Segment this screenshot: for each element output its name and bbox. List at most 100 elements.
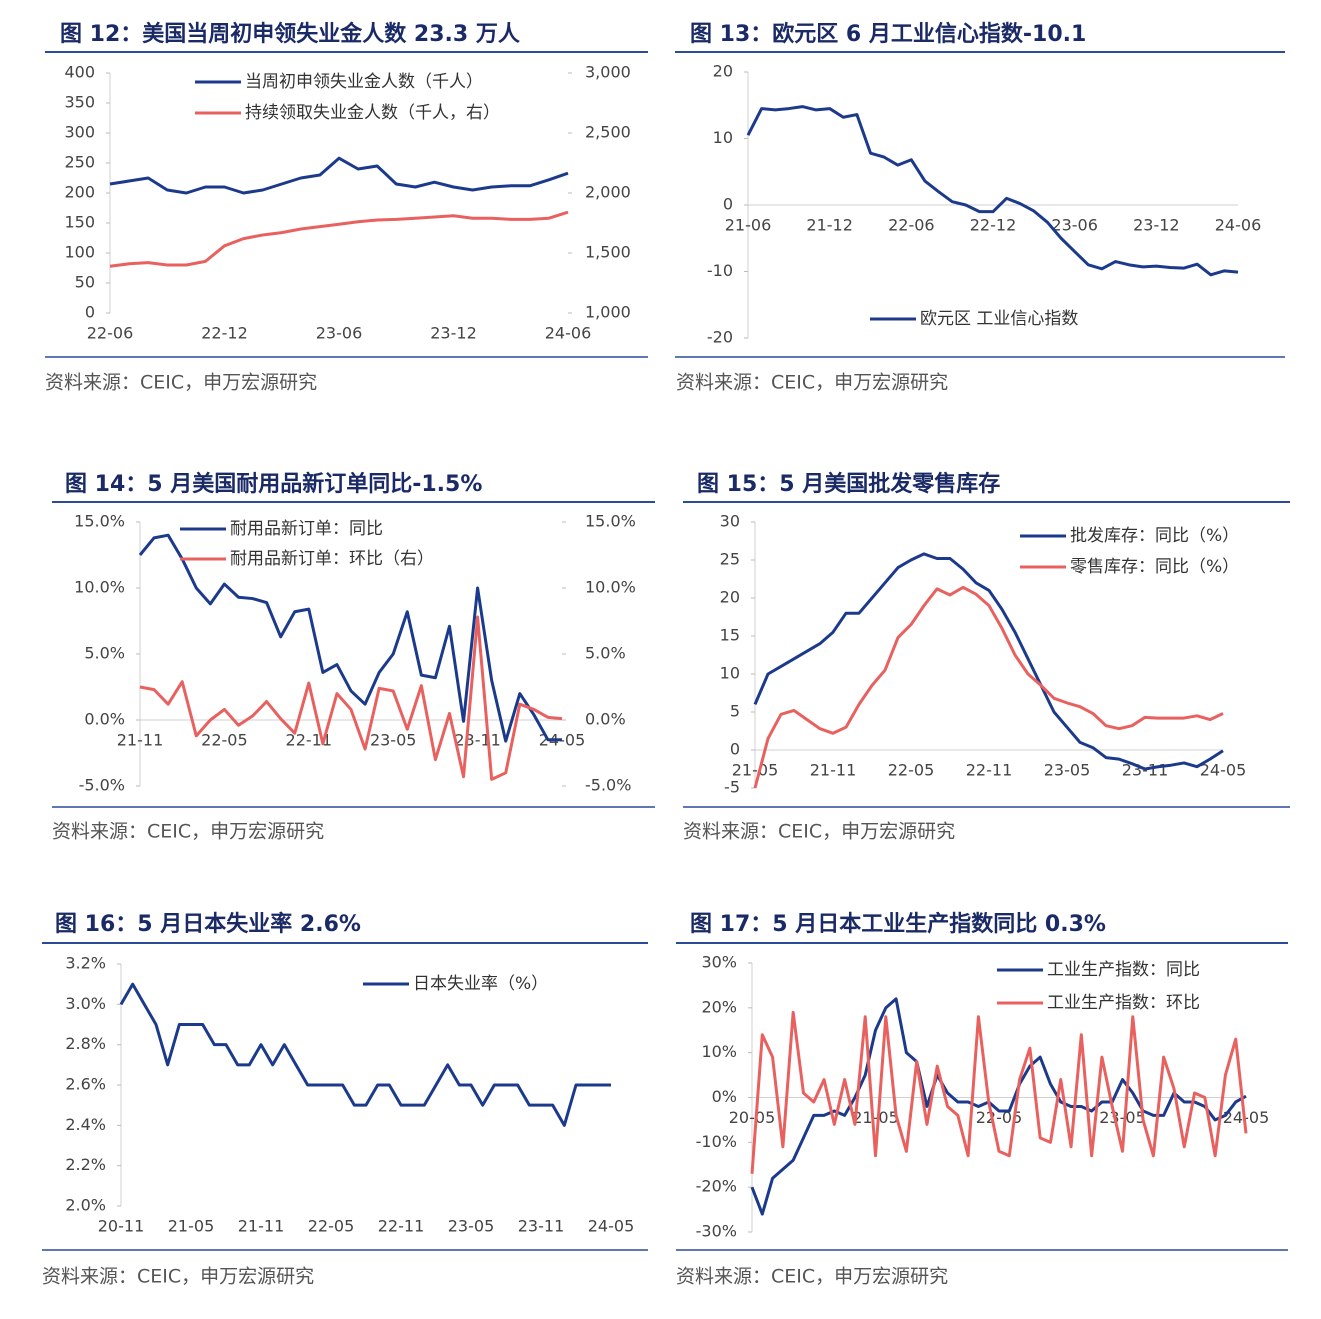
x-tick-label: 22-12 bbox=[201, 324, 248, 343]
y-tick-label: 100 bbox=[64, 243, 95, 262]
y2-tick-label: 1,000 bbox=[585, 303, 631, 322]
y2-tick-label: -5.0% bbox=[585, 776, 631, 795]
y-tick-label: 2.2% bbox=[65, 1155, 106, 1174]
chart-title: 图 16：5 月日本失业率 2.6% bbox=[55, 911, 361, 937]
series-line bbox=[750, 997, 1247, 1216]
x-tick-label: 22-05 bbox=[308, 1217, 355, 1236]
source-note: 资料来源：CEIC，申万宏源研究 bbox=[52, 821, 324, 843]
y-tick-label: 20 bbox=[713, 62, 733, 81]
y-tick-label: 0.0% bbox=[84, 710, 125, 729]
x-tick-label: 21-11 bbox=[117, 731, 164, 750]
y-tick-label: 50 bbox=[75, 273, 95, 292]
y-tick-label: -5 bbox=[724, 778, 740, 797]
y-tick-label: 350 bbox=[64, 93, 95, 112]
x-tick-label: 24-05 bbox=[1200, 761, 1247, 780]
series-line bbox=[119, 982, 611, 1127]
y-tick-label: 300 bbox=[64, 123, 95, 142]
x-tick-label: 24-05 bbox=[1223, 1108, 1270, 1127]
y2-tick-label: 15.0% bbox=[585, 512, 636, 531]
series-line bbox=[750, 1010, 1248, 1174]
y-tick-label: 3.2% bbox=[65, 954, 106, 973]
legend-label: 耐用品新订单：环比（右） bbox=[230, 549, 434, 569]
y-tick-label: 30 bbox=[720, 512, 740, 531]
x-tick-label: 21-11 bbox=[810, 761, 857, 780]
y-tick-label: 3.0% bbox=[65, 994, 106, 1013]
y-tick-label: 0 bbox=[723, 195, 733, 214]
y-tick-label: 2.6% bbox=[65, 1075, 106, 1094]
series-line bbox=[746, 105, 1239, 277]
chart-title: 图 17：5 月日本工业生产指数同比 0.3% bbox=[690, 911, 1106, 937]
y-tick-label: -10% bbox=[696, 1132, 737, 1151]
series-line bbox=[139, 615, 563, 781]
chart-title: 图 15：5 月美国批发零售库存 bbox=[697, 471, 1000, 497]
y-tick-label: -30% bbox=[696, 1222, 737, 1241]
y-tick-label: 10 bbox=[720, 664, 740, 683]
source-note: 资料来源：CEIC，申万宏源研究 bbox=[42, 1266, 314, 1288]
y2-tick-label: 1,500 bbox=[585, 243, 631, 262]
y-tick-label: 0% bbox=[712, 1087, 737, 1106]
legend-label: 工业生产指数：同比 bbox=[1047, 960, 1200, 980]
x-tick-label: 21-05 bbox=[168, 1217, 215, 1236]
source-note: 资料来源：CEIC，申万宏源研究 bbox=[45, 372, 317, 394]
x-tick-label: 24-06 bbox=[545, 324, 592, 343]
source-note: 资料来源：CEIC，申万宏源研究 bbox=[676, 372, 948, 394]
y-tick-label: 20 bbox=[720, 588, 740, 607]
y-tick-label: 0 bbox=[730, 740, 740, 759]
chart-title: 图 14：5 月美国耐用品新订单同比-1.5% bbox=[65, 471, 482, 497]
legend-label: 持续领取失业金人数（千人，右） bbox=[245, 103, 500, 123]
x-tick-label: 22-11 bbox=[966, 761, 1013, 780]
y-tick-label: 200 bbox=[64, 183, 95, 202]
y-tick-label: 2.8% bbox=[65, 1034, 106, 1053]
y-tick-label: -20 bbox=[707, 328, 733, 347]
x-tick-label: 23-06 bbox=[1051, 216, 1098, 235]
x-tick-label: 23-11 bbox=[518, 1217, 565, 1236]
legend-label: 当周初申领失业金人数（千人） bbox=[245, 72, 483, 92]
y-tick-label: 0 bbox=[85, 303, 95, 322]
x-tick-label: 22-06 bbox=[87, 324, 134, 343]
y2-tick-label: 10.0% bbox=[585, 578, 636, 597]
x-tick-label: 22-12 bbox=[970, 216, 1017, 235]
y2-tick-label: 2,500 bbox=[585, 123, 631, 142]
x-tick-label: 24-05 bbox=[588, 1217, 635, 1236]
y2-tick-label: 3,000 bbox=[585, 63, 631, 82]
x-tick-label: 20-05 bbox=[729, 1108, 776, 1127]
y-tick-label: 10% bbox=[701, 1042, 737, 1061]
x-tick-label: 21-05 bbox=[852, 1108, 899, 1127]
y-tick-label: 2.4% bbox=[65, 1115, 106, 1134]
x-tick-label: 22-05 bbox=[888, 761, 935, 780]
x-tick-label: 23-11 bbox=[454, 731, 501, 750]
x-tick-label: 20-11 bbox=[98, 1217, 145, 1236]
source-note: 资料来源：CEIC，申万宏源研究 bbox=[683, 821, 955, 843]
y-tick-label: 150 bbox=[64, 213, 95, 232]
y-tick-label: 20% bbox=[701, 997, 737, 1016]
x-tick-label: 23-05 bbox=[370, 731, 417, 750]
series-line bbox=[753, 552, 1224, 771]
y-tick-label: -20% bbox=[696, 1177, 737, 1196]
x-tick-label: 23-06 bbox=[316, 324, 363, 343]
x-tick-label: 23-12 bbox=[1133, 216, 1180, 235]
y2-tick-label: 2,000 bbox=[585, 183, 631, 202]
legend-label: 欧元区 工业信心指数 bbox=[920, 309, 1078, 329]
legend-label: 日本失业率（%） bbox=[413, 974, 548, 994]
chart-title: 图 12：美国当周初申领失业金人数 23.3 万人 bbox=[60, 21, 520, 47]
source-note: 资料来源：CEIC，申万宏源研究 bbox=[676, 1266, 948, 1288]
y-tick-label: 25 bbox=[720, 550, 740, 569]
x-tick-label: 23-05 bbox=[1099, 1108, 1146, 1127]
y-tick-label: -10 bbox=[707, 261, 733, 280]
y-tick-label: 10 bbox=[713, 128, 733, 147]
x-tick-label: 21-06 bbox=[725, 216, 772, 235]
y-tick-label: 5.0% bbox=[84, 644, 125, 663]
series-line bbox=[138, 533, 562, 743]
y-tick-label: 15.0% bbox=[74, 512, 125, 531]
legend-label: 耐用品新订单：同比 bbox=[230, 519, 383, 539]
x-tick-label: 23-05 bbox=[448, 1217, 495, 1236]
legend-label: 工业生产指数：环比 bbox=[1047, 993, 1200, 1013]
x-tick-label: 24-06 bbox=[1215, 216, 1262, 235]
x-tick-label: 23-05 bbox=[1044, 761, 1091, 780]
y-tick-label: -5.0% bbox=[79, 776, 125, 795]
y-tick-label: 2.0% bbox=[65, 1196, 106, 1215]
y-tick-label: 250 bbox=[64, 153, 95, 172]
x-tick-label: 22-06 bbox=[888, 216, 935, 235]
series-line bbox=[753, 585, 1224, 789]
